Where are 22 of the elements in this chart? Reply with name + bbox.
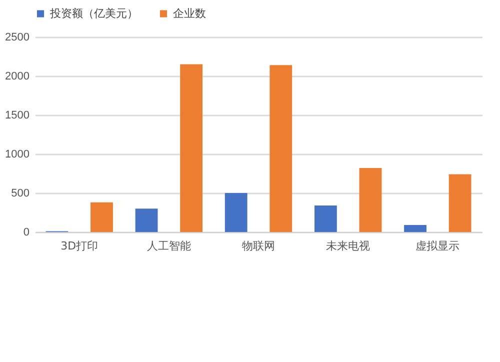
y-tick-label: 2000 — [5, 70, 30, 82]
y-tick-label: 1000 — [5, 148, 30, 160]
bar — [180, 64, 203, 232]
x-tick-label: 人工智能 — [146, 240, 191, 252]
x-tick-label: 物联网 — [242, 240, 275, 252]
bar — [135, 208, 158, 232]
bar — [270, 65, 292, 232]
y-tick-label: 0 — [23, 226, 30, 238]
bar — [404, 224, 426, 232]
x-tick-label: 3D打印 — [60, 240, 98, 252]
bar — [90, 202, 113, 232]
legend-label: 投资额（亿美元） — [49, 6, 138, 20]
x-tick-label: 未来电视 — [326, 240, 370, 252]
bar — [448, 174, 472, 232]
bar — [314, 205, 337, 232]
y-tick-label: 500 — [11, 188, 30, 200]
y-tick-label: 1500 — [5, 110, 30, 122]
x-tick-label: 虚拟显示 — [416, 240, 460, 252]
bar — [224, 193, 248, 232]
y-tick-label: 2500 — [5, 32, 30, 44]
bar — [359, 168, 382, 232]
legend-label: 企业数 — [173, 6, 206, 20]
